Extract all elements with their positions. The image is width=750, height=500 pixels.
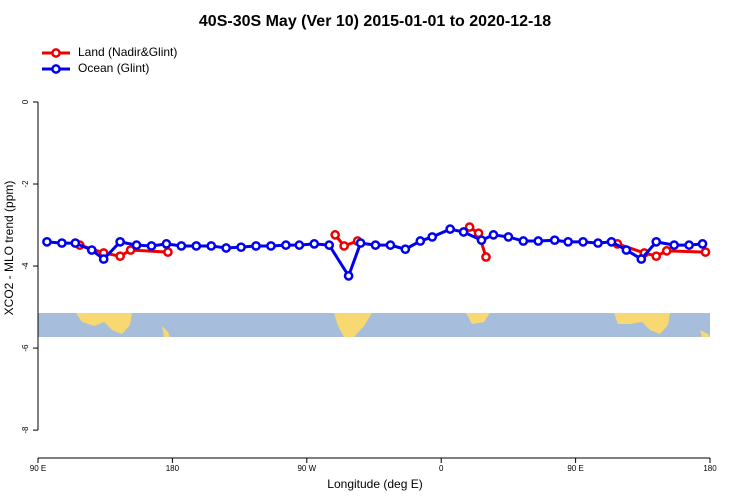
data-point [131, 240, 142, 250]
data-point [330, 230, 341, 240]
data-point [221, 243, 232, 253]
data-point [697, 239, 708, 249]
data-point [86, 245, 97, 255]
data-point [42, 236, 52, 247]
data-point [309, 239, 320, 249]
x-tick-label: 90 E [567, 464, 583, 473]
data-point [191, 241, 202, 251]
data-point [563, 236, 573, 247]
data-point [464, 222, 475, 232]
data-point [445, 224, 456, 234]
data-point [636, 254, 647, 264]
data-point [281, 240, 291, 250]
legend-label: Land (Nadir&Glint) [78, 45, 177, 59]
data-point [343, 271, 354, 281]
x-tick-label: 180 [166, 464, 180, 473]
data-point [206, 241, 217, 251]
data-point [415, 236, 426, 246]
map-strip [38, 313, 710, 337]
data-point [339, 241, 349, 251]
data-point [115, 251, 125, 262]
data-point [518, 236, 529, 246]
data-point [294, 240, 305, 250]
data-point [146, 241, 157, 251]
data-point [125, 245, 136, 255]
legend-marker [51, 64, 61, 74]
data-point [684, 240, 694, 250]
data-point [458, 227, 469, 237]
x-tick-label: 90 E [30, 464, 46, 473]
y-tick-label: -4 [21, 262, 30, 270]
data-point [385, 240, 396, 250]
x-tick-label: 180 [703, 464, 717, 473]
data-point [651, 251, 662, 262]
data-point [236, 242, 246, 253]
data-point [115, 236, 125, 247]
data-point [176, 241, 187, 251]
data-point [355, 238, 366, 248]
data-point [427, 232, 438, 242]
x-axis-label: Longitude (deg E) [327, 477, 422, 491]
data-point [606, 236, 617, 247]
x-tick-label: 90 W [297, 464, 316, 473]
data-point [481, 252, 491, 262]
x-tick-label: 0 [439, 464, 444, 473]
data-point [324, 240, 335, 250]
data-point [266, 241, 276, 251]
y-axis-label: XCO2 - MLO trend (ppm) [2, 181, 16, 316]
data-point [593, 238, 603, 248]
data-point [70, 238, 81, 248]
data-point [370, 240, 381, 250]
data-point [503, 232, 514, 242]
data-point [700, 247, 711, 257]
data-point [163, 247, 173, 257]
chart-title: 40S-30S May (Ver 10) 2015-01-01 to 2020-… [199, 13, 551, 30]
series-line [46, 227, 703, 280]
data-point [251, 241, 261, 251]
data-point [651, 236, 662, 247]
y-tick-label: -2 [21, 180, 30, 188]
y-tick-label: 0 [21, 99, 30, 104]
data-point [533, 236, 544, 246]
data-point [400, 244, 411, 255]
legend-marker [51, 48, 61, 58]
data-point [57, 238, 67, 248]
y-tick-label: -6 [21, 344, 30, 352]
data-point [549, 235, 560, 246]
data-point [161, 239, 172, 249]
data-point [621, 245, 632, 255]
data-point [488, 230, 499, 240]
data-point [669, 240, 680, 250]
data-point [476, 235, 487, 246]
data-point [98, 254, 109, 264]
data-point [661, 246, 672, 256]
legend-label: Ocean (Glint) [78, 61, 149, 75]
y-tick-label: -8 [21, 426, 30, 434]
data-point [578, 236, 588, 247]
